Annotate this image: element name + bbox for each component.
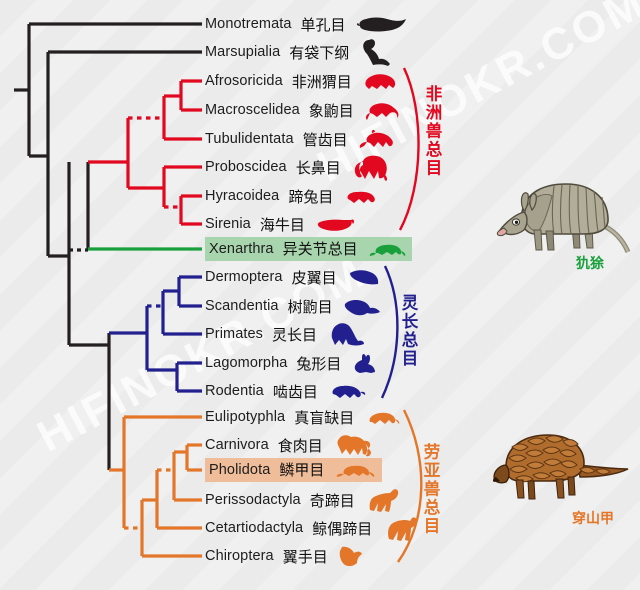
taxon-chinese-name: 鳞甲目 (279, 461, 325, 479)
taxon-chinese-name: 单孔目 (300, 15, 346, 34)
clade-label-euarchontoglires: 灵长总目 (399, 294, 418, 368)
aardvark-icon (358, 129, 396, 149)
taxon-scientific-name: Lagomorpha (205, 355, 288, 371)
taxon-chinese-name: 皮翼目 (291, 268, 337, 287)
taxon-row-xenarthra[interactable]: Xenarthra 异关节总目 (205, 237, 412, 261)
armadillo-caption: 犰狳 (576, 256, 604, 272)
taxon-row-proboscidea[interactable]: Proboscidea 长鼻目 (205, 152, 391, 182)
taxon-row-pholidota[interactable]: Pholidota 鳞甲目 (205, 458, 383, 482)
pangolin-icon (334, 463, 376, 477)
taxon-scientific-name: Sirenia (205, 216, 251, 232)
taxon-chinese-name: 有袋下纲 (289, 43, 350, 62)
rodent-icon (328, 382, 366, 400)
armadillo-icon (368, 241, 406, 257)
taxon-chinese-name: 海牛目 (259, 215, 305, 234)
taxon-row-scandentia[interactable]: Scandentia 树鼩目 (205, 294, 381, 318)
taxon-chinese-name: 非洲猬目 (291, 72, 352, 91)
taxon-chinese-name: 啮齿目 (272, 382, 318, 401)
taxon-chinese-name: 灵长目 (272, 325, 318, 344)
taxon-chinese-name: 翼手目 (282, 547, 328, 566)
taxon-scientific-name: Carnivora (205, 437, 269, 453)
taxon-scientific-name: Hyracoidea (205, 188, 280, 204)
laurasiatheria-arc (397, 409, 423, 563)
taxon-scientific-name: Tubulidentata (205, 131, 294, 147)
camel-icon (382, 514, 420, 542)
treeshrew-icon (343, 295, 381, 317)
rabbit-icon (351, 352, 379, 374)
taxon-scientific-name: Afrosoricida (205, 73, 283, 89)
taxon-row-dermoptera[interactable]: Dermoptera 皮翼目 (205, 265, 381, 289)
taxon-chinese-name: 鲸偶蹄目 (312, 519, 373, 538)
taxon-row-tubulidentata[interactable]: Tubulidentata 管齿目 (205, 127, 396, 151)
taxon-row-macroscelidea[interactable]: Macroscelidea 象鼩目 (205, 98, 400, 122)
taxon-row-lagomorpha[interactable]: Lagomorpha 兔形目 (205, 351, 379, 375)
manatee-icon (315, 216, 355, 232)
taxon-chinese-name: 树鼩目 (287, 297, 333, 316)
pangolin-photo (492, 425, 632, 512)
taxon-row-afrosoricida[interactable]: Afrosoricida 非洲猬目 (205, 69, 398, 93)
taxon-scientific-name: Xenarthra (209, 240, 274, 257)
taxon-row-marsupialia[interactable]: Marsupialia 有袋下纲 (205, 37, 393, 67)
taxon-scientific-name: Monotremata (205, 16, 292, 32)
taxon-scientific-name: Rodentia (205, 383, 264, 399)
tiger-icon (333, 432, 373, 458)
primate-icon (327, 321, 365, 347)
taxon-scientific-name: Cetartiodactyla (205, 520, 304, 536)
tenrec-icon (362, 71, 398, 91)
taxon-chinese-name: 蹄兔目 (288, 187, 334, 206)
platypus-icon (356, 14, 408, 34)
taxon-scientific-name: Eulipotyphla (205, 409, 286, 425)
taxon-scientific-name: Scandentia (205, 298, 279, 314)
taxon-scientific-name: Macroscelidea (205, 102, 300, 118)
taxon-row-perissodactyla[interactable]: Perissodactyla 奇蹄目 (205, 488, 401, 512)
taxon-row-hyracoidea[interactable]: Hyracoidea 蹄兔目 (205, 184, 377, 208)
taxon-chinese-name: 象鼩目 (308, 101, 354, 120)
afrotheria-arc (398, 67, 420, 231)
clade-label-laurasiatheria: 劳亚兽总目 (421, 443, 440, 536)
taxon-scientific-name: Pholidota (209, 461, 271, 478)
taxon-scientific-name: Marsupialia (205, 44, 281, 60)
taxon-chinese-name: 兔形目 (296, 354, 342, 373)
taxon-scientific-name: Chiroptera (205, 548, 274, 564)
taxon-chinese-name: 食肉目 (277, 436, 323, 455)
bat-icon (338, 544, 364, 568)
taxon-scientific-name: Primates (205, 326, 264, 342)
armadillo-photo (492, 168, 632, 265)
taxon-row-carnivora[interactable]: Carnivora 食肉目 (205, 433, 373, 457)
taxon-chinese-name: 奇蹄目 (309, 491, 355, 510)
kangaroo-icon (359, 37, 393, 67)
taxon-row-primates[interactable]: Primates 灵长目 (205, 322, 365, 346)
colugo-icon (347, 267, 381, 287)
taxon-chinese-name: 真盲缺目 (294, 408, 355, 427)
taxon-row-rodentia[interactable]: Rodentia 啮齿目 (205, 379, 366, 403)
hyrax-icon (343, 188, 377, 204)
taxon-scientific-name: Perissodactyla (205, 492, 301, 508)
taxon-scientific-name: Dermoptera (205, 269, 283, 285)
taxon-scientific-name: Proboscidea (205, 159, 287, 175)
elephant-icon (351, 152, 391, 182)
taxon-row-chiroptera[interactable]: Chiroptera 翼手目 (205, 544, 364, 568)
taxon-chinese-name: 管齿目 (302, 130, 348, 149)
clade-label-afrotheria: 非洲兽总目 (423, 85, 442, 178)
taxon-chinese-name: 长鼻目 (295, 158, 341, 177)
taxon-row-eulipotyphla[interactable]: Eulipotyphla 真盲缺目 (205, 405, 400, 429)
taxon-chinese-name: 异关节总目 (282, 240, 358, 258)
pangolin-caption: 穿山甲 (572, 511, 614, 527)
euarchontoglires-arc (380, 265, 399, 399)
taxon-row-monotremata[interactable]: Monotremata 单孔目 (205, 12, 408, 36)
hedgehog-icon (364, 409, 400, 425)
shrew-icon (364, 99, 400, 121)
taxon-row-cetartiodactyla[interactable]: Cetartiodactyla 鲸偶蹄目 (205, 514, 420, 542)
taxon-row-sirenia[interactable]: Sirenia 海牛目 (205, 212, 355, 236)
horse-icon (365, 487, 401, 513)
